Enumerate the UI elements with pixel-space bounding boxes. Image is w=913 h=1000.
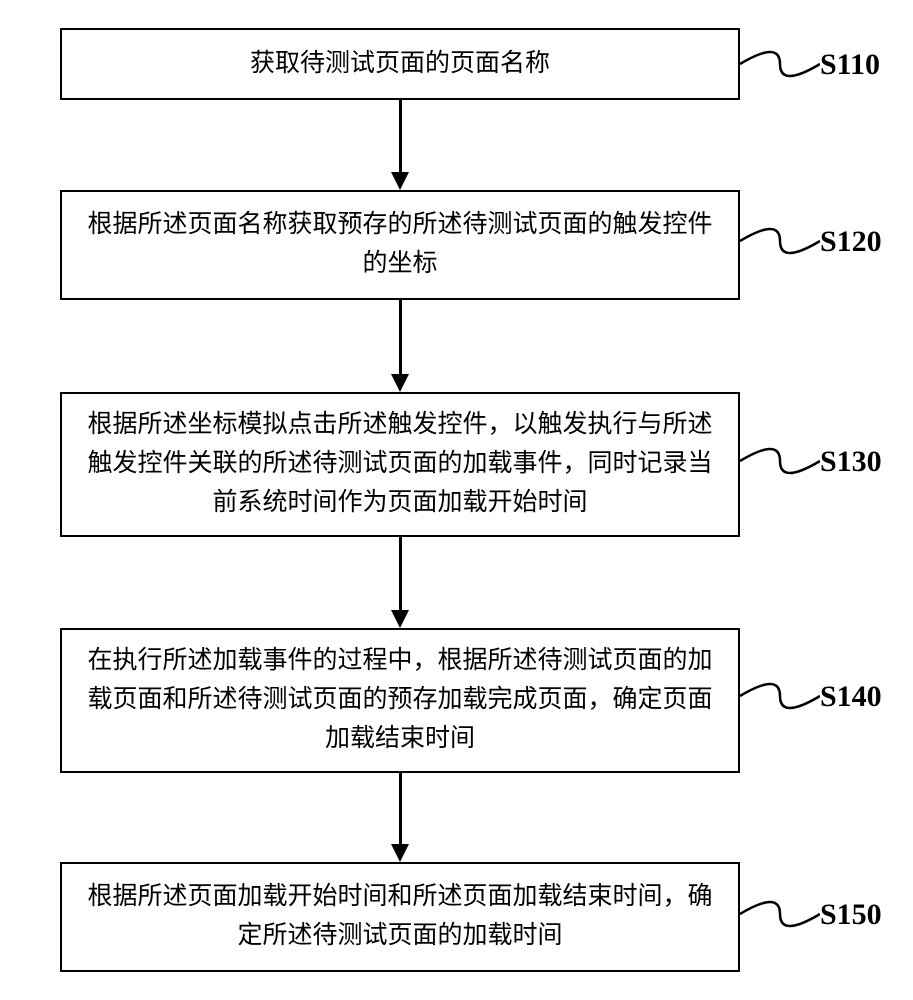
step-text: 根据所述页面名称获取预存的所述待测试页面的触发控件的坐标 (76, 206, 724, 284)
step-box-s140: 在执行所述加载事件的过程中，根据所述待测试页面的加载页面和所述待测试页面的预存加… (60, 628, 740, 773)
step-label-s150: S150 (820, 898, 882, 932)
step-box-s130: 根据所述坐标模拟点击所述触发控件，以触发执行与所述触发控件关联的所述待测试页面的… (60, 392, 740, 537)
step-label-s140: S140 (820, 680, 882, 714)
step-text: 在执行所述加载事件的过程中，根据所述待测试页面的加载页面和所述待测试页面的预存加… (76, 642, 724, 758)
step-text: 根据所述坐标模拟点击所述触发控件，以触发执行与所述触发控件关联的所述待测试页面的… (76, 406, 724, 522)
connector-curve-s140 (740, 672, 820, 720)
step-text: 根据所述页面加载开始时间和所述页面加载结束时间，确定所述待测试页面的加载时间 (76, 878, 724, 956)
step-label-s120: S120 (820, 225, 882, 259)
step-box-s120: 根据所述页面名称获取预存的所述待测试页面的触发控件的坐标 (60, 190, 740, 300)
connector-curve-s110 (740, 40, 820, 88)
step-label-s130: S130 (820, 445, 882, 479)
connector-curve-s120 (740, 217, 820, 265)
step-box-s150: 根据所述页面加载开始时间和所述页面加载结束时间，确定所述待测试页面的加载时间 (60, 862, 740, 972)
connector-curve-s130 (740, 437, 820, 485)
step-box-s110: 获取待测试页面的页面名称 (60, 28, 740, 100)
step-label-s110: S110 (820, 48, 880, 82)
connector-curve-s150 (740, 890, 820, 938)
flowchart-canvas: 获取待测试页面的页面名称 根据所述页面名称获取预存的所述待测试页面的触发控件的坐… (0, 0, 913, 1000)
step-text: 获取待测试页面的页面名称 (250, 45, 550, 84)
